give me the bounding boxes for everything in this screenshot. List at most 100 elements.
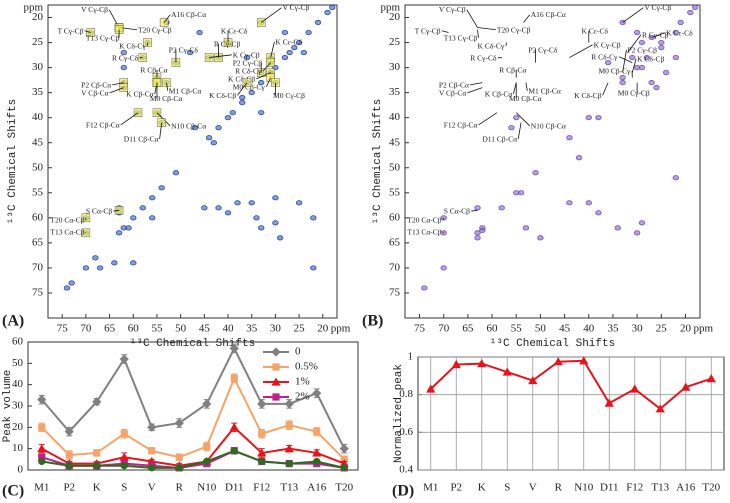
marker: [92, 397, 102, 407]
y-tick-label: 70: [389, 261, 401, 273]
peak: [672, 54, 680, 61]
peak: [229, 110, 236, 116]
marker: [284, 444, 294, 453]
x-tick-label: 35: [607, 323, 619, 335]
x-tick-label: 45: [199, 323, 211, 335]
marker: [148, 464, 156, 472]
marker: [120, 462, 128, 470]
annotation: P2 Cγ-Cβ: [627, 45, 657, 54]
y-tick-label: 60: [32, 211, 44, 223]
marker: [272, 363, 280, 371]
annotation: M0 Cβ-Cγ: [598, 66, 631, 75]
annotation: R Cβ-Cα: [499, 65, 526, 74]
annotation: V Cβ-Cα: [81, 88, 108, 97]
y-tick-label: 75: [389, 286, 401, 298]
annotation: M0 Cγ-Cβ: [618, 88, 650, 97]
leader-line: [209, 54, 232, 58]
y-tick-label: 45: [389, 136, 401, 148]
marker: [604, 398, 614, 407]
x-tick-label: 25: [294, 323, 306, 335]
annotation: P2 Cγ-Cδ: [528, 45, 558, 54]
leader-line: [467, 87, 483, 94]
y-tick-label: 50: [12, 357, 24, 369]
peak: [662, 70, 670, 76]
peak: [421, 285, 428, 291]
leader-line: [469, 82, 483, 86]
annotation: R Cδ-Cγ: [591, 52, 618, 61]
annotation: F12 Cβ-Cα: [444, 120, 478, 129]
x-tick-label: 25: [656, 323, 668, 335]
y-axis-label: ¹³C Chemical Shifts: [372, 99, 384, 224]
peak: [234, 200, 241, 206]
peak: [139, 205, 146, 211]
leader-line: [471, 209, 478, 212]
marker: [65, 462, 73, 470]
marker: [313, 428, 321, 436]
marker: [37, 444, 47, 453]
peak: [257, 110, 265, 116]
panel-label: (A): [2, 313, 24, 330]
marker: [258, 430, 266, 438]
peak: [115, 230, 123, 236]
x-tick-label: 40: [583, 323, 595, 335]
series-line: [41, 449, 345, 469]
peak: [474, 235, 481, 241]
panel-label: (D): [392, 483, 414, 500]
leader-line: [260, 7, 282, 23]
x-tick-label: A16: [676, 482, 695, 494]
y-tick-label: 35: [32, 86, 44, 98]
annotation: T Cγ-Cβ: [415, 26, 441, 35]
leader-line: [622, 49, 627, 73]
peak: [205, 135, 213, 141]
peak: [638, 65, 646, 71]
series-line: [41, 375, 345, 461]
marker: [229, 343, 239, 353]
peak: [440, 265, 447, 271]
annotation: M0 Cβ-Cα: [509, 94, 542, 103]
leader-line: [478, 112, 498, 126]
annotation: K Cε-Cδ: [582, 26, 609, 35]
leader-line: [441, 30, 449, 33]
annotation: K Cβ-Cα: [485, 89, 513, 98]
y-tick-label: 30: [32, 61, 44, 73]
marker: [120, 430, 128, 438]
peak: [314, 19, 322, 26]
annotation: V Cγ-Cβ: [644, 3, 671, 12]
leader-line: [159, 122, 163, 139]
annotation: T13 Cα-Cβ: [407, 228, 441, 237]
x-tick-label: 35: [246, 323, 258, 335]
annotation: N10 Cβ-Cα: [531, 121, 566, 130]
annotation: T Cγ-Cβ: [57, 26, 83, 35]
annotation: R Cγ-Cβ: [214, 39, 241, 48]
peak: [517, 190, 525, 196]
marker: [272, 393, 280, 401]
annotation: P2 Cβ-Cα: [81, 80, 111, 89]
peak: [479, 227, 486, 233]
annotation: P2 Cβ-Cα: [439, 80, 469, 89]
x-tick-label: D11: [600, 482, 619, 494]
x-unit: ppm: [331, 323, 351, 335]
peak: [672, 175, 680, 181]
x-tick-label: 20: [317, 323, 329, 335]
annotation: M0 Cβ-Cγ: [233, 82, 266, 91]
annotation: V Cγ-Cβ: [439, 5, 466, 14]
peak: [215, 205, 222, 211]
leader-line: [84, 30, 91, 33]
peak: [257, 80, 265, 86]
annotation: S Cα-Cβ: [444, 207, 470, 216]
annotation: K Cδ-Cβ: [228, 74, 255, 83]
peak: [257, 225, 265, 231]
marker: [339, 444, 349, 454]
peak: [130, 215, 137, 221]
peak: [120, 49, 128, 56]
peak: [474, 230, 481, 236]
leader-line: [525, 82, 528, 91]
annotation: K Cγ-Cβ: [594, 40, 621, 49]
series-line: [40, 346, 346, 450]
marker: [147, 422, 157, 432]
annotation: M1 Cβ-Cα: [528, 86, 561, 95]
annotation: K Cγ-Cβ: [233, 50, 260, 59]
marker: [175, 464, 183, 472]
marker: [148, 447, 156, 455]
